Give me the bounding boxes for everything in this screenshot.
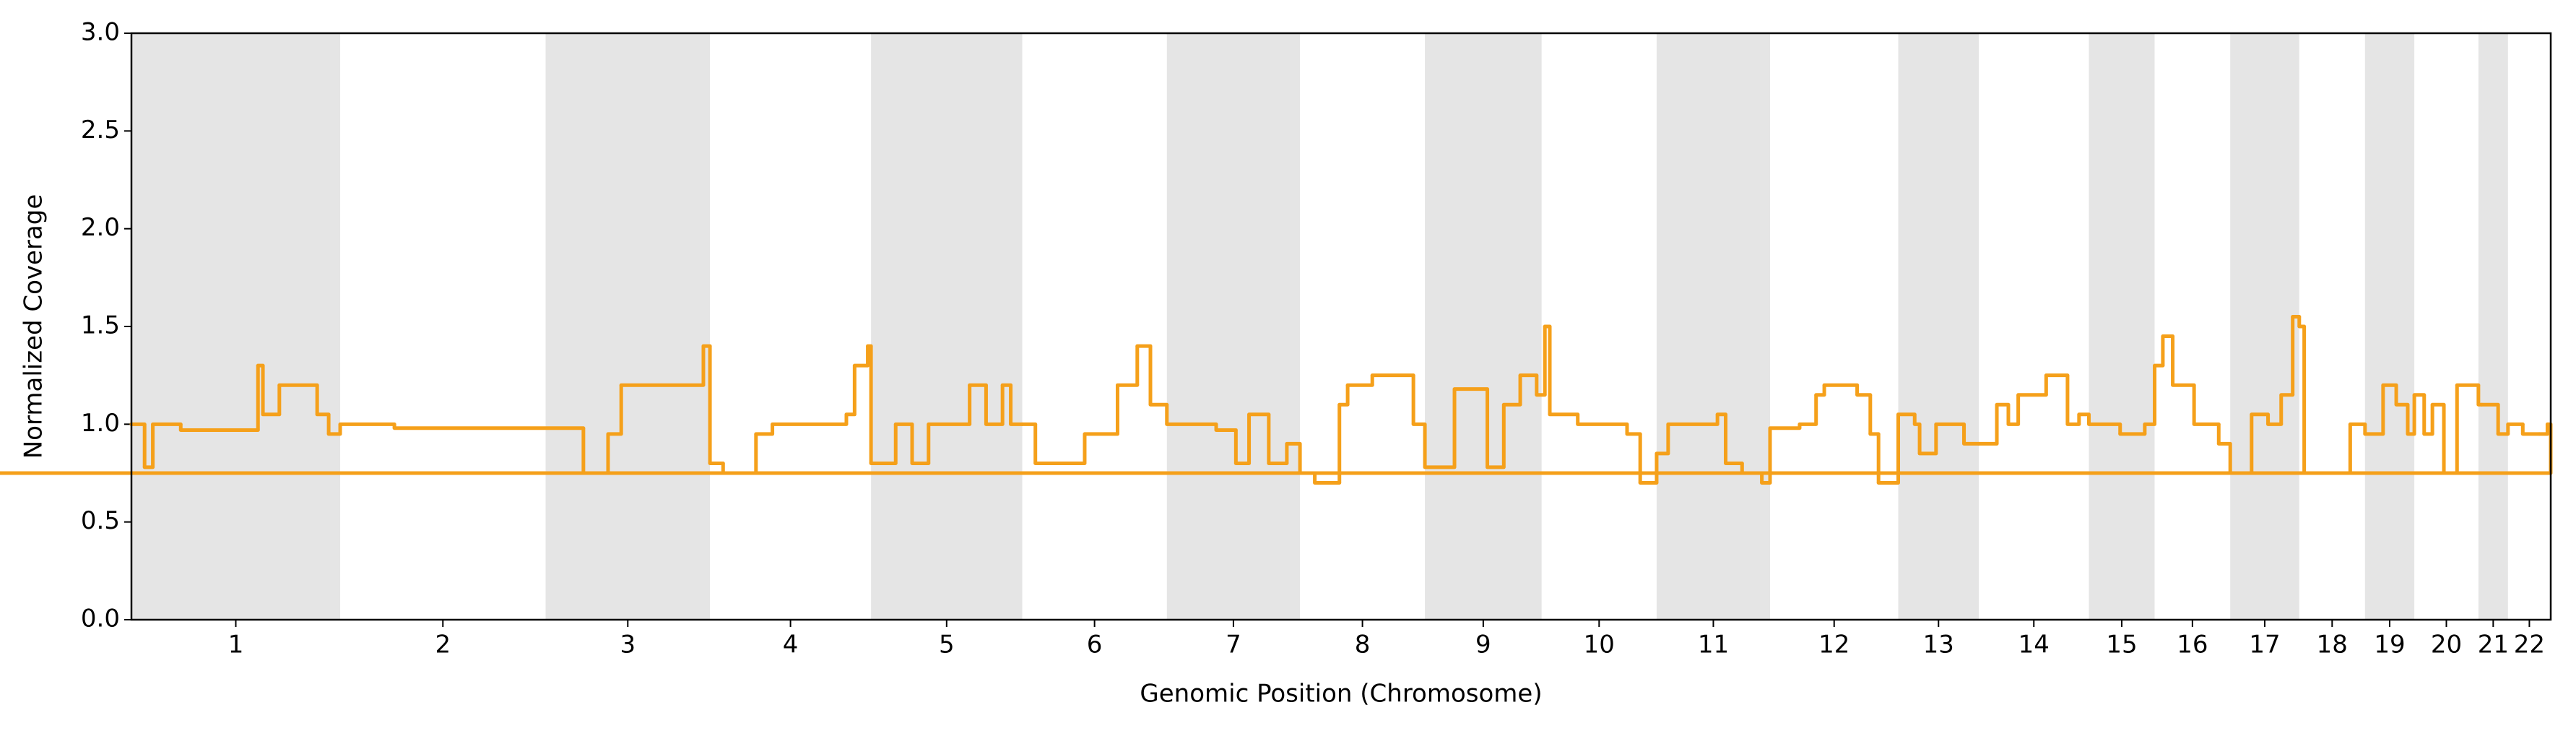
x-tick-label: 16: [2177, 631, 2208, 659]
x-axis-label: Genomic Position (Chromosome): [1140, 680, 1542, 709]
y-tick-label: 3.0: [81, 18, 120, 47]
x-tick-label: 22: [2514, 631, 2545, 659]
y-tick-label: 2.5: [81, 116, 120, 144]
x-tick-label: 5: [939, 631, 955, 659]
x-tick-label: 21: [2478, 631, 2509, 659]
chromosome-shade: [1898, 33, 1979, 620]
y-tick-label: 2.0: [81, 213, 120, 242]
x-tick-label: 17: [2249, 631, 2280, 659]
x-tick-label: 3: [620, 631, 636, 659]
x-tick-label: 19: [2374, 631, 2405, 659]
x-tick-label: 20: [2431, 631, 2462, 659]
x-tick-label: 12: [1818, 631, 1849, 659]
chromosome-shade: [2364, 33, 2415, 620]
x-tick-label: 2: [435, 631, 451, 659]
x-tick-label: 6: [1087, 631, 1103, 659]
x-tick-label: 8: [1355, 631, 1371, 659]
y-tick-label: 1.5: [81, 311, 120, 340]
y-tick-label: 1.0: [81, 409, 120, 438]
chromosome-shade: [131, 33, 341, 620]
x-tick-label: 1: [228, 631, 244, 659]
chromosome-shade: [1166, 33, 1301, 620]
chromosome-shade: [2478, 33, 2508, 620]
chromosome-shade: [545, 33, 711, 620]
x-tick-label: 11: [1698, 631, 1729, 659]
chromosome-shade: [1425, 33, 1542, 620]
chromosome-shade: [2089, 33, 2155, 620]
chromosome-shade: [1656, 33, 1770, 620]
x-tick-label: 10: [1584, 631, 1615, 659]
chromosome-shade: [871, 33, 1023, 620]
x-tick-label: 9: [1475, 631, 1491, 659]
x-tick-label: 14: [2018, 631, 2050, 659]
x-tick-label: 18: [2317, 631, 2348, 659]
x-tick-label: 15: [2106, 631, 2137, 659]
y-axis-label: Normalized Coverage: [19, 194, 48, 459]
x-tick-label: 7: [1226, 631, 1241, 659]
plot-frame: [130, 32, 2552, 621]
y-tick-label: 0.0: [81, 605, 120, 633]
chromosome-shade: [2230, 33, 2299, 620]
x-tick-label: 13: [1923, 631, 1954, 659]
x-tick-label: 4: [783, 631, 799, 659]
y-tick-label: 0.5: [81, 506, 120, 535]
